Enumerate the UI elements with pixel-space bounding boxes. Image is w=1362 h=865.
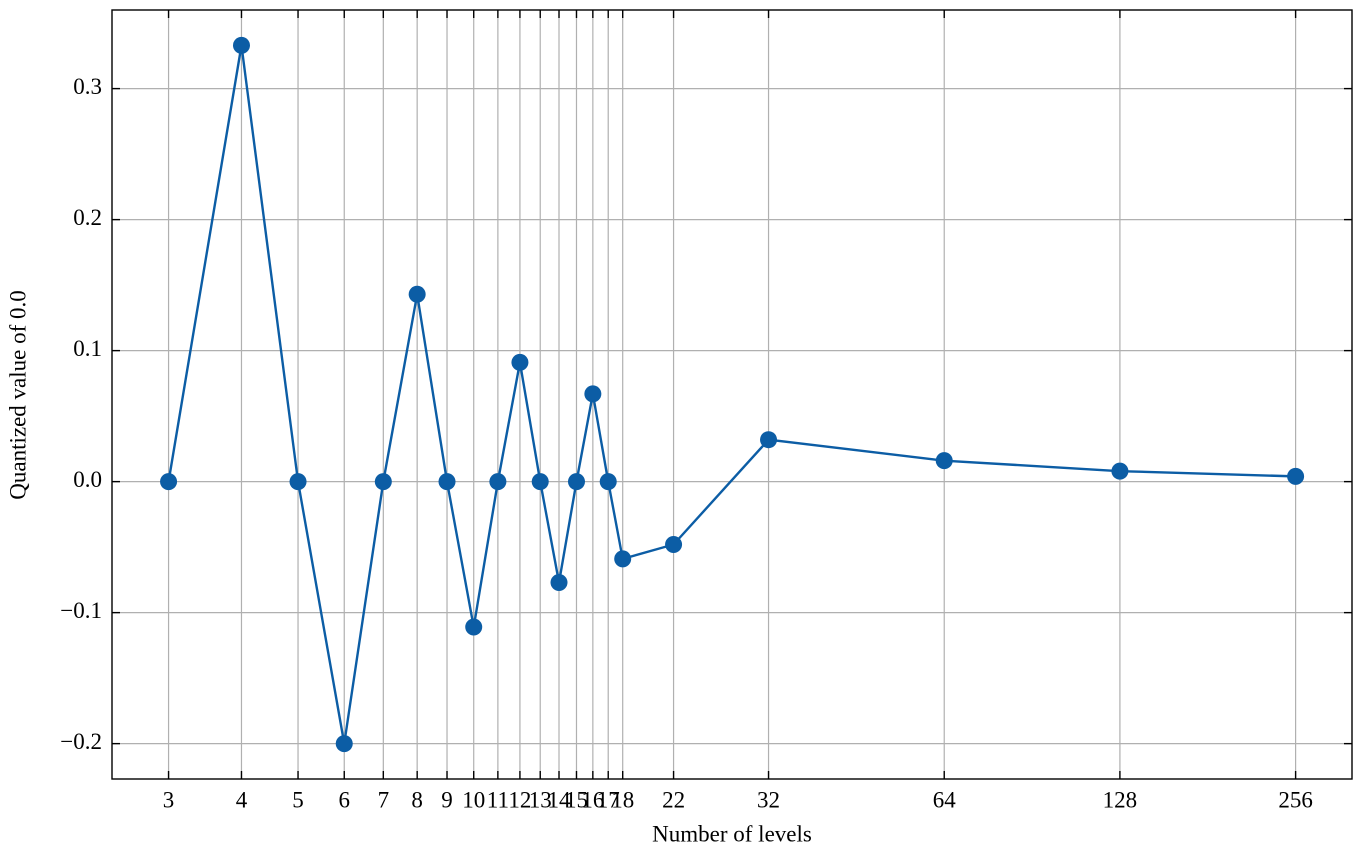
data-point bbox=[465, 618, 483, 636]
x-axis-label: Number of levels bbox=[652, 821, 812, 846]
data-point bbox=[289, 473, 307, 491]
x-tick-label: 5 bbox=[292, 787, 304, 812]
x-tick-label: 32 bbox=[757, 787, 780, 812]
data-point bbox=[567, 473, 585, 491]
y-tick-label: 0.2 bbox=[73, 205, 102, 230]
x-tick-label: 16 bbox=[581, 787, 604, 812]
x-tick-label: 7 bbox=[378, 787, 390, 812]
x-tick-label: 13 bbox=[529, 787, 552, 812]
data-point bbox=[531, 473, 549, 491]
data-point bbox=[614, 550, 632, 568]
x-tick-label: 3 bbox=[163, 787, 175, 812]
x-tick-label: 256 bbox=[1278, 787, 1313, 812]
x-tick-label: 14 bbox=[548, 787, 572, 812]
x-tick-label: 22 bbox=[662, 787, 685, 812]
x-tick-label: 10 bbox=[462, 787, 485, 812]
data-point bbox=[1287, 467, 1305, 485]
data-point bbox=[584, 385, 602, 403]
x-tick-label: 9 bbox=[441, 787, 453, 812]
data-point bbox=[511, 353, 529, 371]
x-tick-label: 12 bbox=[508, 787, 531, 812]
data-point bbox=[935, 452, 953, 470]
data-point bbox=[232, 36, 250, 54]
data-point bbox=[335, 735, 353, 753]
x-tick-label: 18 bbox=[611, 787, 634, 812]
x-tick-label: 64 bbox=[933, 787, 957, 812]
y-tick-label: 0.1 bbox=[73, 336, 102, 361]
data-point bbox=[1111, 462, 1129, 480]
axes-frame bbox=[111, 9, 1353, 780]
y-axis-label: Quantized value of 0.0 bbox=[5, 290, 30, 499]
plot-area bbox=[160, 36, 1305, 753]
y-tick-label: −0.1 bbox=[60, 598, 102, 623]
data-point bbox=[438, 473, 456, 491]
y-tick-label: −0.2 bbox=[60, 729, 102, 754]
x-tick-label: 4 bbox=[236, 787, 248, 812]
x-tick-label: 17 bbox=[597, 787, 620, 812]
data-point bbox=[550, 573, 568, 591]
data-point bbox=[408, 285, 426, 303]
data-point bbox=[374, 473, 392, 491]
y-tick-label: 0.0 bbox=[73, 467, 102, 492]
x-tick-label: 128 bbox=[1103, 787, 1138, 812]
data-point bbox=[760, 431, 778, 449]
grid bbox=[112, 10, 1352, 779]
y-tick-label: 0.3 bbox=[73, 74, 102, 99]
data-point bbox=[489, 473, 507, 491]
data-point bbox=[599, 473, 617, 491]
data-point bbox=[665, 536, 683, 554]
x-tick-label: 8 bbox=[411, 787, 423, 812]
x-tick-label: 11 bbox=[487, 787, 509, 812]
x-tick-label: 6 bbox=[338, 787, 350, 812]
ticks: −0.2−0.10.00.10.20.33 4 5 6 7 8 9 10 11 121314151… bbox=[60, 10, 1352, 812]
series-line bbox=[167, 45, 1296, 744]
x-tick-label: 15 bbox=[565, 787, 588, 812]
data-point bbox=[160, 473, 178, 491]
